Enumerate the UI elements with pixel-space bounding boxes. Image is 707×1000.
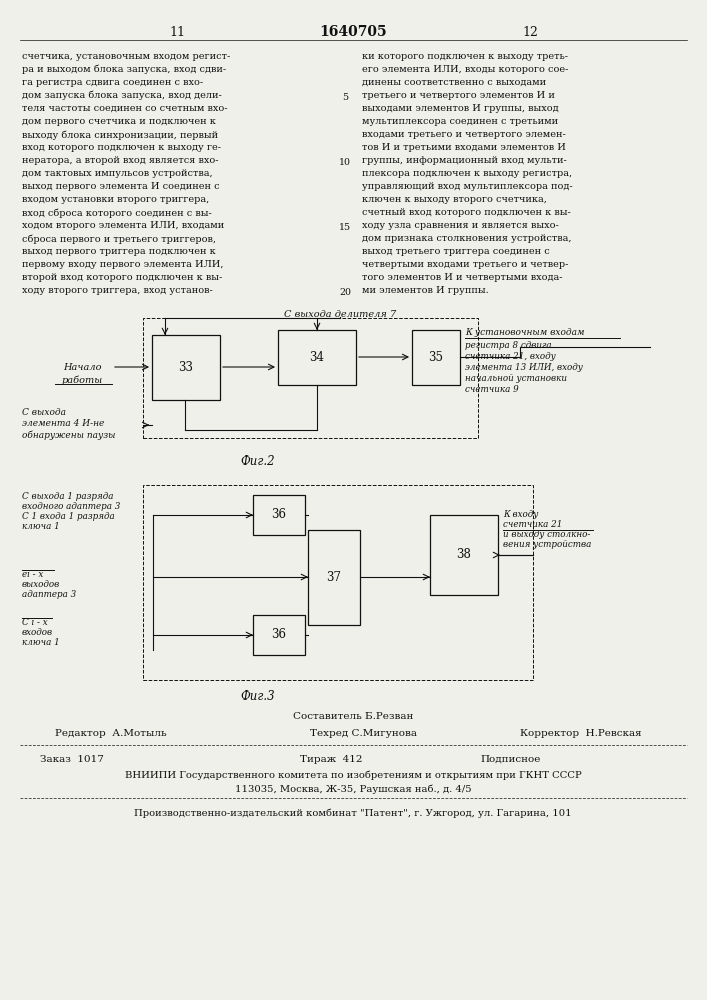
Text: К установочным входам: К установочным входам xyxy=(465,328,585,337)
Text: Редактор  А.Мотыль: Редактор А.Мотыль xyxy=(55,729,167,738)
Text: 20: 20 xyxy=(339,288,351,297)
Text: га регистра сдвига соединен с вхо-: га регистра сдвига соединен с вхо- xyxy=(22,78,203,87)
Text: третьего и четвертого элементов И и: третьего и четвертого элементов И и xyxy=(362,91,555,100)
Text: 36: 36 xyxy=(271,629,286,642)
Text: С выхода: С выхода xyxy=(22,408,66,417)
Bar xyxy=(143,485,533,680)
Text: входами третьего и четвертого элемен-: входами третьего и четвертого элемен- xyxy=(362,130,566,139)
Bar xyxy=(430,515,498,595)
Text: нератора, а второй вход является вхо-: нератора, а второй вход является вхо- xyxy=(22,156,218,165)
Text: элемента 13 ИЛИ, входу: элемента 13 ИЛИ, входу xyxy=(465,363,583,372)
Text: Заказ  1017: Заказ 1017 xyxy=(40,755,104,764)
Text: динены соответственно с выходами: динены соответственно с выходами xyxy=(362,78,546,87)
Text: 37: 37 xyxy=(327,571,341,584)
Text: Подписное: Подписное xyxy=(480,755,540,764)
Text: теля частоты соединен со счетным вхо-: теля частоты соединен со счетным вхо- xyxy=(22,104,228,113)
Text: вход сброса которого соединен с вы-: вход сброса которого соединен с вы- xyxy=(22,208,212,218)
Text: дом тактовых импульсов устройства,: дом тактовых импульсов устройства, xyxy=(22,169,213,178)
Text: ключен к выходу второго счетчика,: ключен к выходу второго счетчика, xyxy=(362,195,547,204)
Text: начальной установки: начальной установки xyxy=(465,374,567,383)
Text: 36: 36 xyxy=(271,508,286,522)
Text: ра и выходом блока запуска, вход сдви-: ра и выходом блока запуска, вход сдви- xyxy=(22,65,226,75)
Text: первому входу первого элемента ИЛИ,: первому входу первого элемента ИЛИ, xyxy=(22,260,223,269)
Text: ключа 1: ключа 1 xyxy=(22,522,60,531)
Text: обнаружены паузы: обнаружены паузы xyxy=(22,430,115,440)
Text: выходу блока синхронизации, первый: выходу блока синхронизации, первый xyxy=(22,130,218,139)
Text: 113035, Москва, Ж-35, Раушская наб., д. 4/5: 113035, Москва, Ж-35, Раушская наб., д. … xyxy=(235,784,472,794)
Bar xyxy=(152,335,220,400)
Text: сброса первого и третьего триггеров,: сброса первого и третьего триггеров, xyxy=(22,234,216,243)
Text: Техред С.Мигунова: Техред С.Мигунова xyxy=(310,729,417,738)
Bar xyxy=(278,330,356,385)
Text: 10: 10 xyxy=(339,158,351,167)
Text: управляющий вход мультиплексора под-: управляющий вход мультиплексора под- xyxy=(362,182,573,191)
Text: 34: 34 xyxy=(310,351,325,364)
Text: входов: входов xyxy=(22,628,53,637)
Text: его элемента ИЛИ, входы которого сое-: его элемента ИЛИ, входы которого сое- xyxy=(362,65,568,74)
Text: К входу: К входу xyxy=(503,510,538,519)
Text: 33: 33 xyxy=(178,361,194,374)
Text: выходами элементов И группы, выход: выходами элементов И группы, выход xyxy=(362,104,559,113)
Text: входом установки второго триггера,: входом установки второго триггера, xyxy=(22,195,209,204)
Text: С i - x: С i - x xyxy=(22,618,47,627)
Text: 1640705: 1640705 xyxy=(319,25,387,39)
Text: вения устройства: вения устройства xyxy=(503,540,591,549)
Text: Фиг.3: Фиг.3 xyxy=(240,690,275,703)
Text: дом первого счетчика и подключен к: дом первого счетчика и подключен к xyxy=(22,117,216,126)
Text: группы, информационный вход мульти-: группы, информационный вход мульти- xyxy=(362,156,567,165)
Text: счетчика, установочным входом регист-: счетчика, установочным входом регист- xyxy=(22,52,230,61)
Text: выход первого элемента И соединен с: выход первого элемента И соединен с xyxy=(22,182,220,191)
Text: ei - x: ei - x xyxy=(22,570,43,579)
Text: дом запуска блока запуска, вход дели-: дом запуска блока запуска, вход дели- xyxy=(22,91,222,101)
Text: счетчика 21, входу: счетчика 21, входу xyxy=(465,352,556,361)
Bar xyxy=(143,318,478,438)
Text: того элементов И и четвертыми входа-: того элементов И и четвертыми входа- xyxy=(362,273,563,282)
Text: ходом второго элемента ИЛИ, входами: ходом второго элемента ИЛИ, входами xyxy=(22,221,224,230)
Text: элемента 4 И-не: элемента 4 И-не xyxy=(22,419,105,428)
Text: Производственно-издательский комбинат "Патент", г. Ужгород, ул. Гагарина, 101: Производственно-издательский комбинат "П… xyxy=(134,808,572,818)
Text: дом признака столкновения устройства,: дом признака столкновения устройства, xyxy=(362,234,571,243)
Text: выходов: выходов xyxy=(22,580,60,589)
Text: С выхода 1 разряда: С выхода 1 разряда xyxy=(22,492,114,501)
Text: С 1 входа 1 разряда: С 1 входа 1 разряда xyxy=(22,512,115,521)
Text: 38: 38 xyxy=(457,548,472,562)
Text: входного адаптера 3: входного адаптера 3 xyxy=(22,502,120,511)
Text: ходу второго триггера, вход установ-: ходу второго триггера, вход установ- xyxy=(22,286,213,295)
Text: плексора подключен к выходу регистра,: плексора подключен к выходу регистра, xyxy=(362,169,572,178)
Text: С выхода делителя 7: С выхода делителя 7 xyxy=(284,310,396,319)
Text: вход которого подключен к выходу ге-: вход которого подключен к выходу ге- xyxy=(22,143,221,152)
Text: 5: 5 xyxy=(342,93,348,102)
Text: работы: работы xyxy=(62,375,103,385)
Text: 15: 15 xyxy=(339,223,351,232)
Text: Корректор  Н.Ревская: Корректор Н.Ревская xyxy=(520,729,642,738)
Text: выход третьего триггера соединен с: выход третьего триггера соединен с xyxy=(362,247,550,256)
Text: 12: 12 xyxy=(522,25,538,38)
Text: Тираж  412: Тираж 412 xyxy=(300,755,363,764)
Text: счетный вход которого подключен к вы-: счетный вход которого подключен к вы- xyxy=(362,208,571,217)
Text: выход первого триггера подключен к: выход первого триггера подключен к xyxy=(22,247,216,256)
Text: ки которого подключен к выходу треть-: ки которого подключен к выходу треть- xyxy=(362,52,568,61)
Text: 35: 35 xyxy=(428,351,443,364)
Text: счетчика 9: счетчика 9 xyxy=(465,385,519,394)
Text: и выходу столкно-: и выходу столкно- xyxy=(503,530,590,539)
Text: адаптера 3: адаптера 3 xyxy=(22,590,76,599)
Text: тов И и третьими входами элементов И: тов И и третьими входами элементов И xyxy=(362,143,566,152)
Text: ВНИИПИ Государственного комитета по изобретениям и открытиям при ГКНТ СССР: ВНИИПИ Государственного комитета по изоб… xyxy=(124,771,581,780)
Bar xyxy=(412,330,460,385)
Text: ходу узла сравнения и является выхо-: ходу узла сравнения и является выхо- xyxy=(362,221,559,230)
Bar xyxy=(253,495,305,535)
Bar xyxy=(308,530,360,625)
Text: Начало: Начало xyxy=(63,363,101,372)
Text: Фиг.2: Фиг.2 xyxy=(240,455,275,468)
Bar xyxy=(253,615,305,655)
Text: Составитель Б.Резван: Составитель Б.Резван xyxy=(293,712,413,721)
Text: мультиплексора соединен с третьими: мультиплексора соединен с третьими xyxy=(362,117,558,126)
Text: ми элементов И группы.: ми элементов И группы. xyxy=(362,286,489,295)
Text: 11: 11 xyxy=(169,25,185,38)
Text: регистра 8 сдвига: регистра 8 сдвига xyxy=(465,341,551,350)
Text: второй вход которого подключен к вы-: второй вход которого подключен к вы- xyxy=(22,273,222,282)
Text: счетчика 21: счетчика 21 xyxy=(503,520,562,529)
Text: ключа 1: ключа 1 xyxy=(22,638,60,647)
Text: четвертыми входами третьего и четвер-: четвертыми входами третьего и четвер- xyxy=(362,260,568,269)
